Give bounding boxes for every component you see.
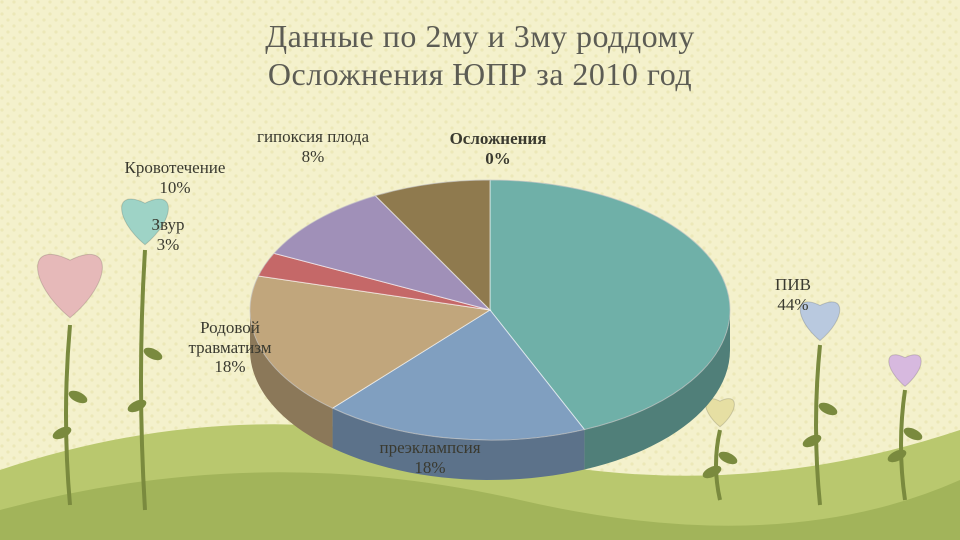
pie-label: гипоксия плода 8% <box>233 127 393 166</box>
pie-label: Родовой травматизм 18% <box>150 318 310 377</box>
page-title-line1: Данные по 2му и 3му роддому <box>0 18 960 55</box>
pie-label: ПИВ 44% <box>713 275 873 314</box>
pie-label: Кровотечение 10% <box>95 158 255 197</box>
pie-label: Звур 3% <box>88 215 248 254</box>
pie-label: Осложнения 0% <box>418 129 578 168</box>
pie-label: преэклампсия 18% <box>350 438 510 477</box>
page-title-line2: Осложнения ЮПР за 2010 год <box>0 56 960 93</box>
